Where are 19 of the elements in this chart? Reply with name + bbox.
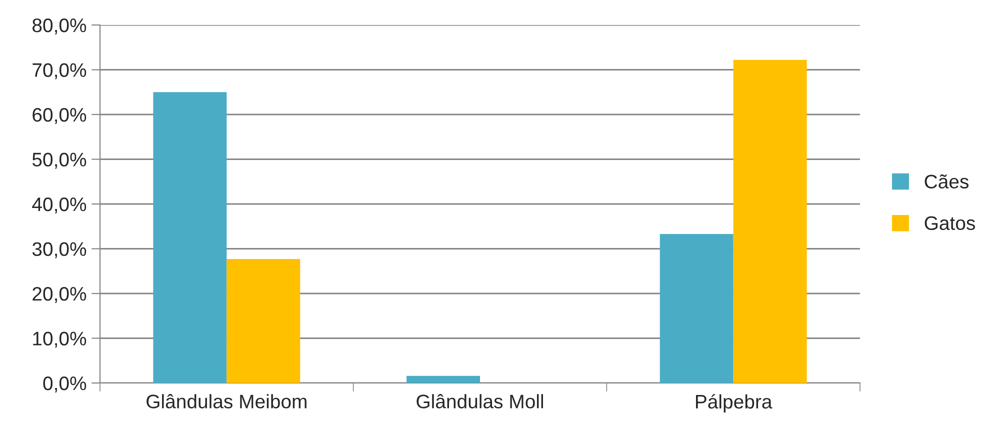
y-tick-label: 30,0% — [32, 242, 86, 258]
y-tick-label: 50,0% — [32, 152, 86, 169]
x-tick-label: Pálpebra — [696, 394, 772, 412]
y-tick-label: 80,0% — [32, 18, 86, 35]
bar — [660, 234, 734, 383]
bar — [153, 92, 227, 383]
y-tick-label: 70,0% — [32, 63, 86, 80]
x-tick-label: Glândulas Meibom — [146, 394, 306, 408]
y-tick-label: 60,0% — [32, 108, 86, 124]
y-tick-label: 20,0% — [32, 286, 86, 304]
legend-label: Cães — [924, 174, 968, 188]
y-tick-label: 40,0% — [32, 197, 86, 214]
y-tick-label: 0,0% — [43, 376, 86, 393]
bar — [733, 60, 807, 383]
bar — [226, 259, 300, 383]
legend-label: Gatos — [924, 216, 975, 230]
y-tick-label: 10,0% — [33, 332, 86, 348]
x-tick-label: Glândulas Moll — [416, 394, 544, 408]
bar — [406, 376, 480, 383]
